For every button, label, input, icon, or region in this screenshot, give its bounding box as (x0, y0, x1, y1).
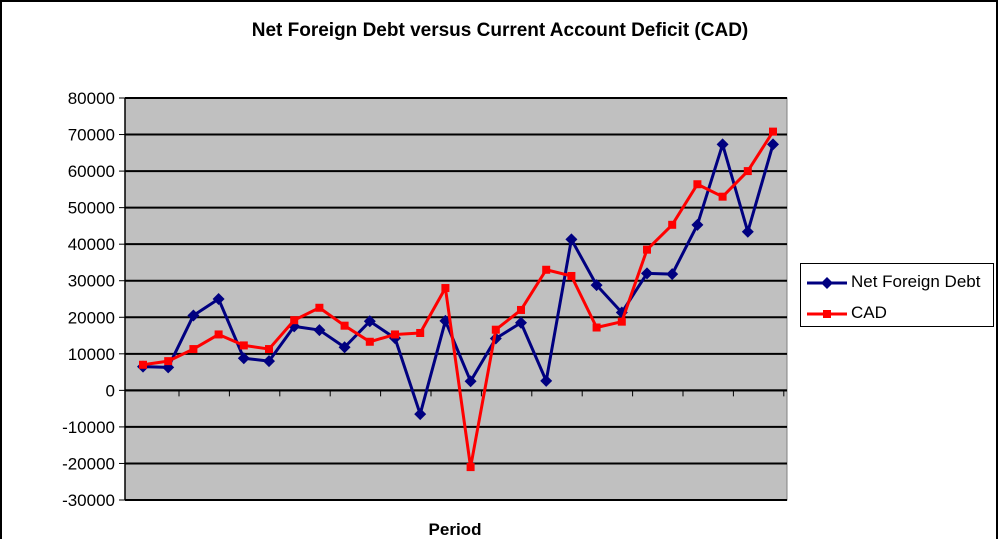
legend-swatch-cad (807, 310, 847, 318)
data-point (691, 218, 704, 231)
data-point (239, 341, 248, 350)
data-point (290, 316, 299, 325)
data-point (743, 167, 752, 176)
y-tick-label: 60000 (68, 162, 115, 181)
x-axis-label: Period (428, 520, 482, 539)
data-point (139, 360, 147, 369)
legend-entry-cad: CAD (801, 303, 995, 325)
y-tick-label: 70000 (68, 126, 115, 145)
y-tick-label: 80000 (68, 89, 115, 108)
y-tick-label: 40000 (68, 235, 115, 254)
data-point (491, 325, 500, 334)
series-net-foreign-debt (137, 138, 779, 421)
data-point (668, 220, 677, 229)
data-point (666, 268, 679, 281)
y-tick-label: -30000 (62, 491, 115, 510)
series-cad (139, 127, 777, 472)
legend-label-cad: CAD (851, 303, 887, 322)
data-point (567, 271, 576, 280)
data-point (265, 345, 273, 354)
data-point (338, 341, 351, 354)
data-point (391, 330, 399, 339)
data-point (315, 303, 324, 312)
data-point (693, 180, 702, 189)
chart-title: Net Foreign Debt versus Current Account … (251, 20, 749, 41)
data-point (767, 138, 779, 151)
data-point (590, 279, 603, 292)
y-tick-label: 30000 (68, 272, 115, 291)
data-point (237, 352, 250, 365)
data-point (363, 315, 376, 328)
data-point (313, 324, 326, 337)
data-point (716, 138, 729, 151)
data-point (741, 225, 754, 238)
data-point (189, 345, 198, 354)
y-tick-label: 20000 (68, 308, 115, 327)
data-point (641, 267, 653, 280)
y-tick-label: -10000 (62, 418, 115, 437)
legend-entry-net-foreign-debt: Net Foreign Debt (801, 272, 995, 294)
y-tick-label: -20000 (62, 454, 115, 473)
data-point (643, 245, 651, 254)
data-point (441, 284, 450, 293)
legend-label-net-foreign-debt: Net Foreign Debt (851, 272, 981, 291)
data-point (617, 317, 626, 326)
data-point (466, 463, 475, 472)
series-line (142, 130, 775, 469)
data-point (542, 265, 551, 274)
data-point (464, 375, 477, 388)
data-point (565, 233, 578, 246)
plot-background (124, 97, 788, 501)
y-tick-label: 0 (106, 381, 115, 400)
data-point (365, 337, 374, 346)
data-point (718, 192, 727, 201)
data-point (164, 357, 173, 366)
data-point (212, 293, 225, 305)
data-point (517, 305, 525, 314)
data-point (769, 127, 777, 136)
data-point (214, 330, 223, 339)
data-point (263, 355, 275, 368)
data-point (187, 309, 200, 322)
data-point (592, 323, 601, 332)
data-point (540, 374, 553, 387)
legend-swatch-net-foreign-debt (807, 277, 847, 289)
data-point (414, 408, 427, 421)
data-point (515, 316, 527, 329)
y-tick-label: 10000 (68, 345, 115, 364)
legend: Net Foreign Debt CAD (800, 263, 994, 327)
y-tick-label: 50000 (68, 199, 115, 218)
data-point (416, 328, 425, 337)
data-point (340, 321, 349, 330)
